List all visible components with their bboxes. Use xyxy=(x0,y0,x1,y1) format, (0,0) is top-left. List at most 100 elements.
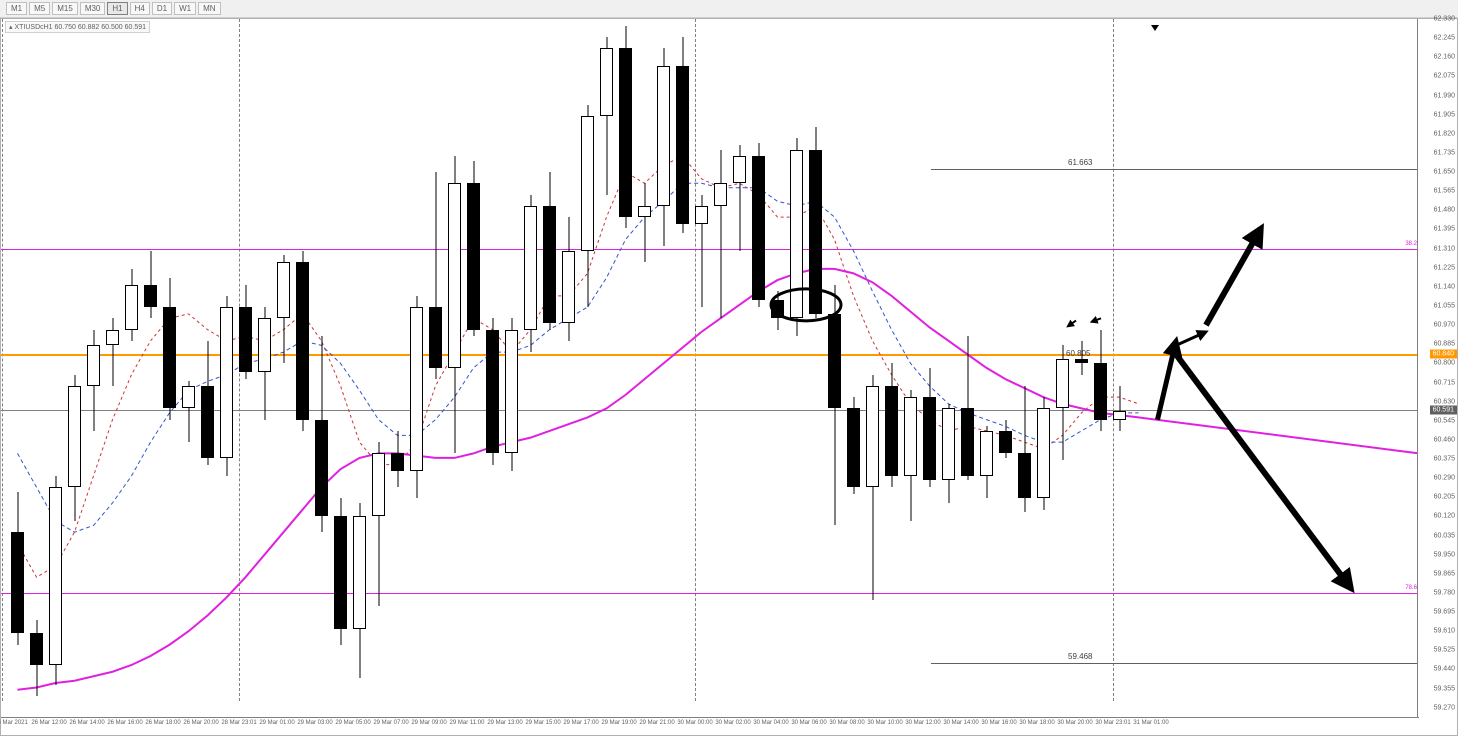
timeframe-h1-button[interactable]: H1 xyxy=(107,2,127,15)
y-tick: 60.630 xyxy=(1434,398,1455,405)
timeframe-d1-button[interactable]: D1 xyxy=(152,2,172,15)
y-tick: 61.055 xyxy=(1434,302,1455,309)
y-tick: 60.375 xyxy=(1434,456,1455,463)
y-tick: 59.440 xyxy=(1434,666,1455,673)
candle xyxy=(752,19,765,701)
y-tick: 61.990 xyxy=(1434,92,1455,99)
y-tick: 60.460 xyxy=(1434,436,1455,443)
timeframe-m1-button[interactable]: M1 xyxy=(6,2,27,15)
projection-arrow xyxy=(1206,228,1261,325)
x-tick: 29 Mar 13:00 xyxy=(487,720,522,726)
candle xyxy=(543,19,556,701)
y-tick: 60.970 xyxy=(1434,322,1455,329)
candle xyxy=(11,19,24,701)
candle xyxy=(125,19,138,701)
candle xyxy=(486,19,499,701)
y-tick: 59.695 xyxy=(1434,609,1455,616)
y-tick: 62.160 xyxy=(1434,54,1455,61)
candle xyxy=(334,19,347,701)
candle xyxy=(201,19,214,701)
chart-container: ▴ XTIUSDcH1 60.750 60.882 60.500 60.591 … xyxy=(0,18,1458,736)
timeframe-mn-button[interactable]: MN xyxy=(198,2,220,15)
candle xyxy=(524,19,537,701)
candle xyxy=(904,19,917,701)
fib-level-label: 38.2 xyxy=(1405,241,1417,247)
price-axis: 62.33062.24562.16062.07561.99061.90561.8… xyxy=(1417,19,1457,719)
chevron-down-icon[interactable] xyxy=(1151,25,1159,31)
candle xyxy=(600,19,613,701)
y-tick: 62.075 xyxy=(1434,73,1455,80)
x-tick: 29 Mar 05:00 xyxy=(335,720,370,726)
x-tick: 29 Mar 17:00 xyxy=(563,720,598,726)
candle xyxy=(733,19,746,701)
x-tick: 30 Mar 10:00 xyxy=(867,720,902,726)
x-tick: 30 Mar 16:00 xyxy=(981,720,1016,726)
candle xyxy=(790,19,803,701)
candle xyxy=(1075,19,1088,701)
candle xyxy=(315,19,328,701)
candle xyxy=(505,19,518,701)
y-tick: 59.610 xyxy=(1434,628,1455,635)
candle xyxy=(885,19,898,701)
x-tick: 30 Mar 00:00 xyxy=(677,720,712,726)
candle xyxy=(106,19,119,701)
candle xyxy=(562,19,575,701)
x-tick: 30 Mar 14:00 xyxy=(943,720,978,726)
y-tick: 61.735 xyxy=(1434,149,1455,156)
y-tick: 60.545 xyxy=(1434,417,1455,424)
y-tick: 61.565 xyxy=(1434,188,1455,195)
x-tick: 26 Mar 20:00 xyxy=(183,720,218,726)
fib-level-label: 78.6 xyxy=(1405,585,1417,591)
candle xyxy=(87,19,100,701)
y-tick: 61.395 xyxy=(1434,226,1455,233)
y-tick: 59.355 xyxy=(1434,685,1455,692)
timeframe-h4-button[interactable]: H4 xyxy=(130,2,150,15)
y-tick: 62.245 xyxy=(1434,35,1455,42)
y-tick: 59.780 xyxy=(1434,589,1455,596)
candle xyxy=(676,19,689,701)
projection-arrow xyxy=(1176,354,1351,588)
candle xyxy=(353,19,366,701)
x-tick: 30 Mar 04:00 xyxy=(753,720,788,726)
y-tick: 60.035 xyxy=(1434,532,1455,539)
y-tick: 62.330 xyxy=(1434,16,1455,23)
candle xyxy=(220,19,233,701)
y-tick: 61.905 xyxy=(1434,111,1455,118)
candle xyxy=(1056,19,1069,701)
candle xyxy=(258,19,271,701)
timeframe-m5-button[interactable]: M5 xyxy=(29,2,50,15)
x-tick: 26 Mar 18:00 xyxy=(145,720,180,726)
candle xyxy=(49,19,62,701)
y-tick: 61.650 xyxy=(1434,169,1455,176)
plot-area[interactable]: ▴ XTIUSDcH1 60.750 60.882 60.500 60.591 … xyxy=(1,19,1419,719)
candle xyxy=(961,19,974,701)
y-tick: 61.480 xyxy=(1434,207,1455,214)
candle xyxy=(144,19,157,701)
candle xyxy=(581,19,594,701)
candle xyxy=(68,19,81,701)
y-tick: 61.140 xyxy=(1434,283,1455,290)
candle xyxy=(182,19,195,701)
candle xyxy=(828,19,841,701)
candle xyxy=(372,19,385,701)
y-tick: 61.225 xyxy=(1434,264,1455,271)
timeframe-w1-button[interactable]: W1 xyxy=(174,2,196,15)
candle xyxy=(980,19,993,701)
candle xyxy=(714,19,727,701)
candle xyxy=(296,19,309,701)
candle xyxy=(1018,19,1031,701)
candle xyxy=(866,19,879,701)
candle xyxy=(847,19,860,701)
candle xyxy=(942,19,955,701)
price-tag: 60.591 xyxy=(1430,406,1457,415)
x-tick: 29 Mar 15:00 xyxy=(525,720,560,726)
candle xyxy=(410,19,423,701)
y-tick: 60.120 xyxy=(1434,513,1455,520)
x-tick: 30 Mar 02:00 xyxy=(715,720,750,726)
candle xyxy=(695,19,708,701)
candle xyxy=(1113,19,1126,701)
y-tick: 59.950 xyxy=(1434,551,1455,558)
timeframe-m15-button[interactable]: M15 xyxy=(52,2,78,15)
y-tick: 59.270 xyxy=(1434,704,1455,711)
timeframe-m30-button[interactable]: M30 xyxy=(80,2,106,15)
